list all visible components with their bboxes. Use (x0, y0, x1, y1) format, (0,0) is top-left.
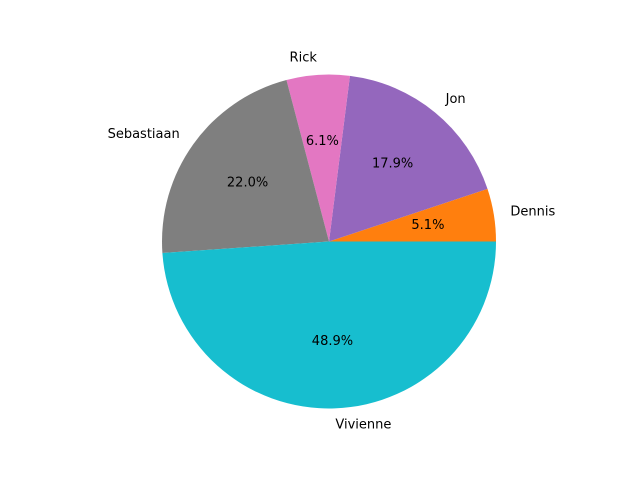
slice-label-vivienne: Vivienne (335, 418, 391, 433)
pie-slice-sebastiaan (162, 80, 329, 254)
slice-label-jon: Jon (445, 92, 466, 107)
pie-slice-rick (286, 74, 350, 242)
pie-slice-vivienne (162, 241, 496, 409)
slice-percent-vivienne: 48.9% (312, 334, 353, 349)
slice-percent-rick: 6.1% (306, 134, 339, 149)
pie-slice-jon (329, 75, 488, 242)
slice-percent-jon: 17.9% (372, 157, 413, 172)
slice-percent-sebastiaan: 22.0% (227, 176, 268, 191)
pie-slice-dennis (329, 188, 497, 242)
slice-label-rick: Rick (290, 51, 318, 66)
slice-percent-dennis: 5.1% (411, 218, 444, 233)
slice-label-dennis: Dennis (510, 205, 555, 220)
slice-label-sebastiaan: Sebastiaan (108, 127, 180, 142)
